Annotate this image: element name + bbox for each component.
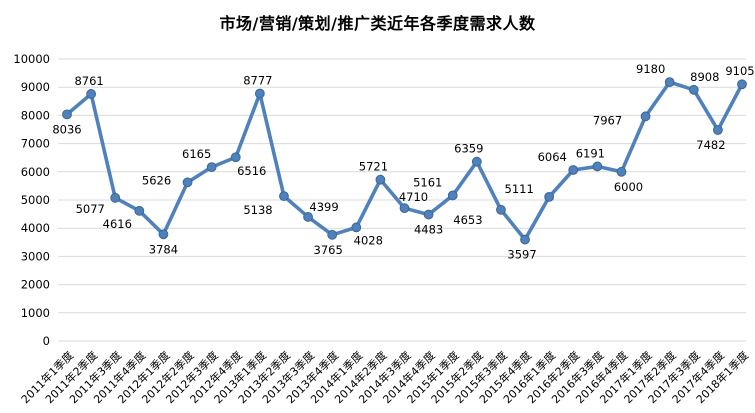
data-point-label: 6191 [576, 146, 605, 160]
data-point-label: 4653 [453, 213, 482, 227]
data-point-label: 5111 [505, 182, 534, 196]
data-point-label: 8908 [690, 70, 719, 84]
data-point-marker [471, 156, 482, 167]
data-point-label: 8036 [52, 122, 81, 136]
data-point-label: 5161 [413, 175, 442, 189]
data-point-label: 8761 [74, 74, 103, 88]
y-axis-tick-label: 10000 [13, 52, 50, 66]
series-line [65, 80, 744, 242]
data-point-label: 9180 [636, 62, 665, 76]
data-point-marker [327, 229, 338, 240]
data-point-marker [688, 84, 699, 95]
y-axis-tick-label: 7000 [21, 137, 50, 151]
data-point-marker [423, 209, 434, 220]
y-axis-tick-label: 3000 [21, 249, 50, 263]
y-axis-tick-label: 5000 [21, 193, 50, 207]
data-point-label: 6064 [538, 150, 567, 164]
data-point-marker [520, 234, 530, 245]
y-axis-tick-label: 6000 [21, 165, 50, 179]
data-point-marker [182, 177, 193, 188]
data-point-label: 3765 [314, 243, 343, 257]
data-point-marker [86, 89, 97, 99]
data-point-label: 3784 [149, 242, 178, 256]
data-point-marker [544, 191, 555, 202]
data-point-label: 5138 [243, 203, 272, 217]
data-point-label: 6165 [182, 147, 211, 161]
data-point-label: 7482 [696, 138, 725, 152]
data-point-marker [664, 77, 675, 88]
data-point-label: 6516 [237, 164, 266, 178]
data-point-label: 3597 [507, 248, 536, 262]
data-point-marker [592, 161, 603, 172]
data-point-marker [206, 162, 217, 173]
data-point-marker [712, 125, 723, 135]
data-point-marker [279, 191, 289, 202]
data-point-label: 5721 [359, 160, 388, 174]
y-axis-tick-label: 2000 [21, 278, 50, 292]
data-point-label: 6000 [614, 180, 643, 194]
data-point-marker [303, 212, 313, 222]
data-point-label: 7967 [593, 113, 622, 127]
data-point-marker [496, 204, 506, 215]
data-point-label: 8777 [243, 73, 272, 87]
y-axis-tick-label: 0 [43, 334, 50, 348]
y-axis-tick-label: 8000 [21, 108, 50, 122]
data-point-label: 9105 [725, 64, 754, 78]
data-point-label: 5626 [142, 173, 171, 187]
data-point-marker [62, 109, 72, 120]
data-point-marker [351, 222, 362, 233]
y-axis-tick-label: 9000 [21, 80, 50, 94]
data-point-label: 4483 [414, 223, 443, 237]
data-point-marker [568, 165, 579, 175]
data-point-label: 4028 [354, 233, 383, 247]
chart-title: 市场/营销/策划/推广类近年各季度需求人数 [219, 14, 536, 33]
data-point-marker [158, 229, 169, 240]
data-point-label: 4710 [399, 190, 428, 204]
y-axis-tick-label: 1000 [21, 306, 50, 320]
data-point-marker [616, 166, 627, 177]
data-point-marker [375, 174, 386, 185]
data-point-label: 4616 [103, 217, 132, 231]
data-point-label: 5077 [76, 202, 105, 216]
data-point-marker [134, 205, 145, 216]
y-axis-tick-label: 4000 [21, 221, 50, 235]
data-point-marker [230, 152, 241, 163]
data-point-marker [254, 88, 265, 99]
data-point-label: 4399 [309, 200, 338, 214]
data-point-marker [399, 203, 410, 214]
data-point-marker [640, 111, 651, 122]
data-point-marker [737, 79, 747, 90]
data-point-marker [110, 192, 121, 203]
data-point-marker [447, 190, 458, 201]
data-point-label: 6359 [454, 142, 483, 156]
